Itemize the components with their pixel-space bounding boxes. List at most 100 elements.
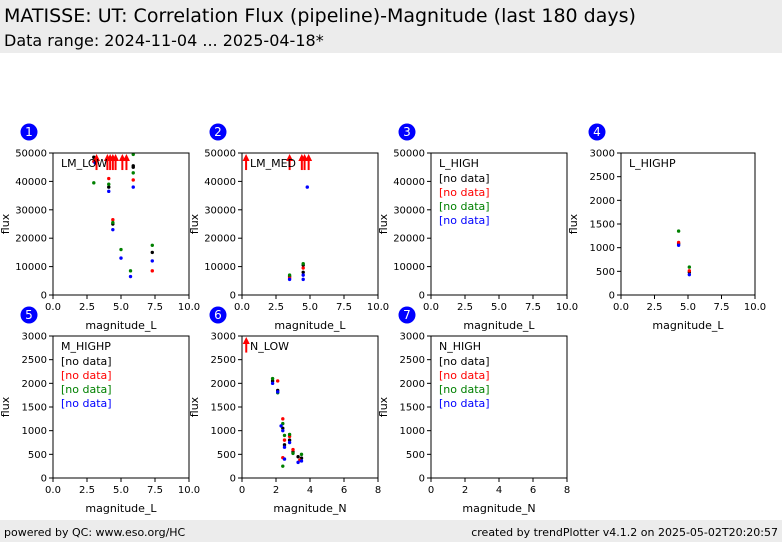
y-tick-label: 20000 bbox=[393, 234, 425, 245]
footer-powered-by: powered by QC: www.eso.org/HC bbox=[4, 526, 186, 539]
data-point-green bbox=[111, 220, 115, 225]
data-point-blue bbox=[107, 189, 111, 194]
x-tick-label: 7.5 bbox=[336, 302, 352, 313]
data-point-blue bbox=[676, 243, 681, 247]
x-tick-label: 7.5 bbox=[525, 302, 541, 313]
data-point-green bbox=[287, 273, 292, 277]
page-subtitle: Data range: 2024-11-04 ... 2025-04-18* bbox=[4, 31, 324, 50]
x-tick-label: 5.0 bbox=[680, 302, 696, 313]
data-point-red bbox=[276, 379, 280, 383]
no-data-label: [no data] bbox=[61, 383, 112, 396]
plot-7: 7 0 2 4 6 8 0 500 1000 1500 2000 2500 3000 magnitude_… bbox=[377, 306, 570, 515]
data-point-green bbox=[687, 265, 692, 269]
y-axis-label: flux bbox=[377, 396, 390, 417]
data-point-red bbox=[687, 269, 692, 273]
data-point-green bbox=[281, 421, 285, 426]
y-tick-label: 500 bbox=[217, 450, 236, 461]
x-tick-label: 2.5 bbox=[647, 302, 663, 313]
y-tick-label: 30000 bbox=[15, 205, 47, 216]
data-point-blue bbox=[128, 274, 133, 279]
plot-6: 6 0 2 4 6 8 0 500 1000 1500 2000 2500 3000 magnitude_… bbox=[188, 306, 381, 515]
y-tick-label: 2000 bbox=[22, 379, 47, 390]
y-tick-label: 2000 bbox=[590, 196, 615, 207]
y-tick-label: 2000 bbox=[211, 379, 236, 390]
x-tick-label: 2 bbox=[462, 485, 468, 496]
data-point-red bbox=[301, 266, 305, 270]
x-tick-label: 4 bbox=[496, 485, 502, 496]
data-point-black bbox=[296, 455, 300, 459]
y-tick-label: 0 bbox=[230, 474, 236, 485]
no-data-label: [no data] bbox=[439, 355, 490, 368]
y-tick-label: 10000 bbox=[393, 262, 425, 273]
limit-arrow-head bbox=[305, 154, 313, 161]
data-point-blue bbox=[299, 459, 304, 463]
no-data-label: [no data] bbox=[439, 383, 490, 396]
y-tick-label: 50000 bbox=[393, 149, 425, 160]
data-point-red bbox=[291, 447, 295, 452]
plot-badge-number: 1 bbox=[25, 125, 33, 139]
data-point-blue bbox=[301, 277, 305, 282]
data-point-red bbox=[281, 417, 285, 421]
x-axis-label: magnitude_L bbox=[85, 502, 157, 515]
mode-label: LM_MED bbox=[250, 157, 296, 170]
data-point-blue bbox=[119, 256, 123, 260]
data-point-green bbox=[299, 452, 304, 457]
plot-1: 10.0 2.5 5.0 7.5 10.001000020000300004000050… bbox=[0, 123, 200, 332]
data-point-blue bbox=[282, 457, 287, 461]
data-point-green bbox=[92, 181, 96, 185]
x-tick-label: 0.0 bbox=[423, 302, 439, 313]
data-point-green bbox=[281, 464, 285, 468]
x-tick-label: 0.0 bbox=[234, 302, 250, 313]
data-point-red bbox=[131, 178, 135, 182]
y-tick-label: 0 bbox=[41, 474, 47, 485]
y-axis-label: flux bbox=[188, 396, 201, 417]
no-data-label: [no data] bbox=[439, 214, 490, 227]
plot-badge bbox=[398, 123, 416, 141]
mode-label: M_HIGHP bbox=[61, 340, 111, 353]
x-axis-label: magnitude_L bbox=[85, 319, 157, 332]
y-tick-label: 20000 bbox=[15, 234, 47, 245]
x-axis-label: magnitude_N bbox=[462, 502, 535, 515]
plot-badge bbox=[20, 306, 38, 324]
y-tick-label: 50000 bbox=[15, 149, 47, 160]
x-tick-label: 10.0 bbox=[178, 302, 200, 313]
plot-badge bbox=[588, 123, 606, 141]
no-data-label: [no data] bbox=[439, 172, 490, 185]
y-tick-label: 1500 bbox=[22, 403, 47, 414]
data-point-green bbox=[107, 182, 111, 186]
y-tick-label: 1500 bbox=[400, 403, 425, 414]
x-tick-label: 4 bbox=[307, 485, 313, 496]
x-tick-label: 10.0 bbox=[556, 302, 578, 313]
y-tick-label: 10000 bbox=[204, 262, 236, 273]
x-tick-label: 2.5 bbox=[268, 302, 284, 313]
data-point-blue bbox=[131, 185, 135, 189]
x-tick-label: 8 bbox=[375, 485, 381, 496]
plot-2: 2 0.0 2.5 5.0 7.5 10.0 0 10000 20000 30000 40000 50… bbox=[188, 123, 389, 332]
y-tick-label: 500 bbox=[406, 450, 425, 461]
y-tick-label: 1000 bbox=[590, 243, 615, 254]
data-point-black bbox=[150, 250, 154, 255]
plot-badge bbox=[20, 123, 38, 141]
y-tick-label: 40000 bbox=[15, 177, 47, 188]
plot-3: 3 0.0 2.5 5.0 7.5 10.0 0 10000 20000 30000 40000 50… bbox=[377, 123, 578, 332]
y-tick-label: 0 bbox=[230, 291, 236, 302]
plot-badge-number: 5 bbox=[25, 308, 33, 322]
data-point-blue bbox=[281, 428, 285, 433]
data-point-black bbox=[131, 165, 135, 169]
y-tick-label: 0 bbox=[419, 291, 425, 302]
data-point-red bbox=[107, 176, 111, 181]
x-axis-label: magnitude_L bbox=[463, 319, 535, 332]
x-tick-label: 0 bbox=[428, 485, 434, 496]
data-point-green bbox=[119, 247, 123, 252]
x-tick-label: 10.0 bbox=[367, 302, 389, 313]
y-axis-label: flux bbox=[0, 396, 12, 417]
data-point-green bbox=[287, 432, 292, 437]
plot-5: 5 0.0 2.5 5.0 7.5 10.0 0 500 1000 1500 2000 2500 300… bbox=[0, 306, 200, 515]
x-tick-label: 7.5 bbox=[714, 302, 730, 313]
y-axis-label: flux bbox=[0, 213, 12, 234]
x-tick-label: 10.0 bbox=[744, 302, 766, 313]
x-tick-label: 10.0 bbox=[178, 485, 200, 496]
x-axis-label: magnitude_N bbox=[273, 502, 346, 515]
data-point-blue bbox=[301, 273, 305, 277]
no-data-label: [no data] bbox=[439, 397, 490, 410]
